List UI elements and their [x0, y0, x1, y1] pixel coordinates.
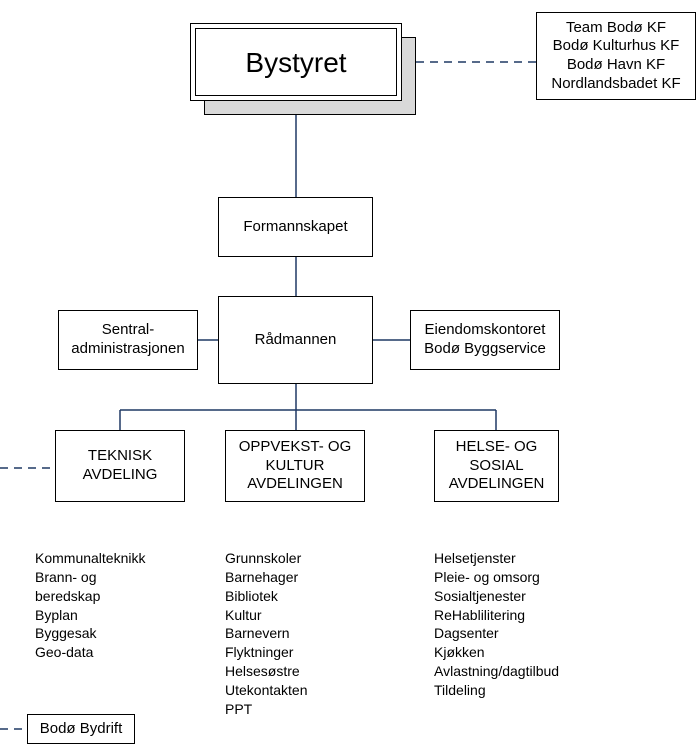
oppvekst-label: OPPVEKST- OG KULTUR AVDELINGEN: [239, 438, 352, 494]
radmannen-label: Rådmannen: [255, 331, 337, 350]
kf-box-text: Team Bodø KF Bodø Kulturhus KF Bodø Havn…: [551, 19, 680, 94]
oppvekst-box: OPPVEKST- OG KULTUR AVDELINGEN: [225, 430, 365, 502]
org-chart-canvas: Bystyret Team Bodø KF Bodø Kulturhus KF …: [0, 0, 700, 752]
teknisk-list: Kommunalteknikk Brann- og beredskap Bypl…: [35, 530, 146, 662]
helse-list: Helsetjenster Pleie- og omsorg Sosialtje…: [434, 530, 559, 700]
formannskapet-label: Formannskapet: [243, 218, 347, 237]
bydrift-box: Bodø Bydrift: [27, 714, 135, 744]
formannskapet-box: Formannskapet: [218, 197, 373, 257]
radmannen-box: Rådmannen: [218, 296, 373, 384]
sentral-admin-box: Sentral- administrasjonen: [58, 310, 198, 370]
root-box: Bystyret: [195, 28, 397, 96]
bydrift-label: Bodø Bydrift: [40, 720, 123, 739]
eiendom-box: Eiendomskontoret Bodø Byggservice: [410, 310, 560, 370]
eiendom-label: Eiendomskontoret Bodø Byggservice: [424, 321, 546, 359]
helse-box: HELSE- OG SOSIAL AVDELINGEN: [434, 430, 559, 502]
teknisk-box: TEKNISK AVDELING: [55, 430, 185, 502]
oppvekst-list: Grunnskoler Barnehager Bibliotek Kultur …: [225, 530, 308, 719]
sentral-admin-label: Sentral- administrasjonen: [71, 321, 184, 359]
root-box-label: Bystyret: [245, 45, 346, 80]
kf-box: Team Bodø KF Bodø Kulturhus KF Bodø Havn…: [536, 12, 696, 100]
teknisk-label: TEKNISK AVDELING: [83, 447, 158, 485]
helse-label: HELSE- OG SOSIAL AVDELINGEN: [449, 438, 545, 494]
